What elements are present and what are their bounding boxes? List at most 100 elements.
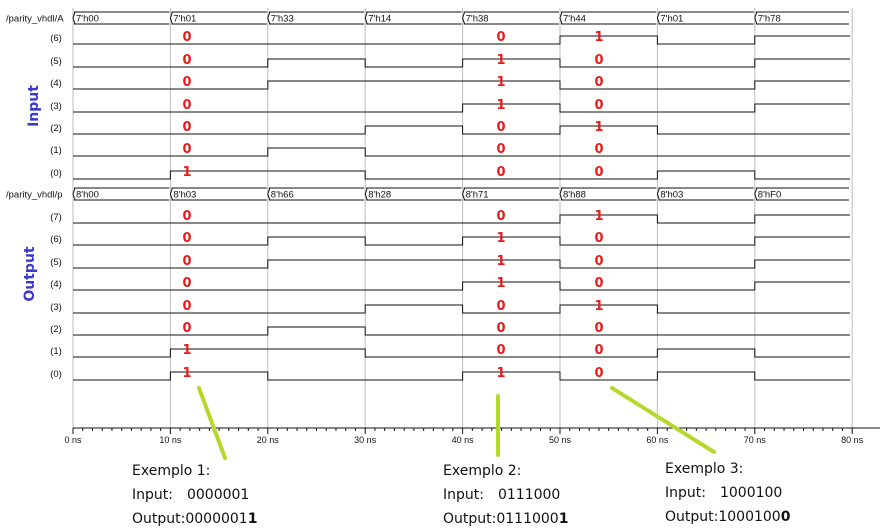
axis-tick-label: 60 ns bbox=[646, 435, 669, 445]
bus-transition bbox=[559, 187, 563, 201]
example-pointers bbox=[197, 386, 716, 460]
output-annotation-digit: 0 bbox=[496, 321, 505, 336]
bus-transition bbox=[72, 11, 76, 25]
input-bit-label: (0) bbox=[50, 168, 62, 179]
bus-transition bbox=[364, 187, 368, 201]
input-annotation-digit: 0 bbox=[182, 53, 191, 68]
input-annotation-digit: 0 bbox=[182, 30, 191, 45]
input-bit-wave bbox=[73, 103, 850, 113]
pointer-example-1 bbox=[197, 386, 227, 460]
output-annotation-digit: 0 bbox=[594, 231, 603, 246]
input-annotation-digit: 1 bbox=[496, 53, 505, 68]
input-bit-wave bbox=[73, 125, 850, 135]
output-annotation-digit: 1 bbox=[496, 231, 505, 246]
output-annotation-digit: 0 bbox=[182, 209, 191, 224]
example-input-line: Input: 0111000 bbox=[443, 483, 568, 507]
bus-value: 8'h88 bbox=[563, 190, 586, 201]
bus-transition bbox=[267, 11, 271, 25]
output-annotation-digit: 0 bbox=[182, 299, 191, 314]
input-annotation-digit: 0 bbox=[594, 53, 603, 68]
input-annotation-digit: 1 bbox=[594, 120, 603, 135]
output-bit-label: (0) bbox=[50, 369, 62, 380]
output-annotation-digit: 0 bbox=[594, 343, 603, 358]
bus-transition bbox=[754, 187, 758, 201]
bus-transition bbox=[559, 11, 563, 25]
output-bit-wave bbox=[73, 348, 850, 358]
example-output-line: Output:01110001 bbox=[443, 507, 568, 531]
output-annotation-digit: 0 bbox=[496, 299, 505, 314]
bus-transition bbox=[169, 187, 173, 201]
output-annotation-digit: 0 bbox=[182, 276, 191, 291]
bus-transition bbox=[169, 11, 173, 25]
output-annotation-digit: 0 bbox=[594, 254, 603, 269]
output-annotation-digit: 1 bbox=[496, 366, 505, 381]
input-bit-wave bbox=[73, 58, 850, 68]
input-annotation-digit: 0 bbox=[182, 142, 191, 157]
bus-value: 7'h78 bbox=[758, 14, 781, 25]
example-output-value: 0111000 bbox=[496, 511, 559, 527]
output-bit-wave bbox=[73, 214, 850, 224]
example-1: Exemplo 1: Input: 0000001 Output:00000011 bbox=[132, 459, 257, 531]
input-annotation-digit: 0 bbox=[594, 75, 603, 90]
axis-tick-label: 40 ns bbox=[452, 435, 475, 445]
axis-tick-label: 20 ns bbox=[257, 435, 280, 445]
bus-transition bbox=[267, 187, 271, 201]
example-parity-bit: 1 bbox=[558, 511, 569, 527]
output-annotation-digit: 0 bbox=[594, 321, 603, 336]
output-bit-label: (2) bbox=[50, 324, 62, 335]
output-bit-label: (7) bbox=[50, 212, 62, 223]
bus-value: 8'h03 bbox=[660, 190, 683, 201]
bus-transition bbox=[754, 11, 758, 25]
bus-value: 7'h38 bbox=[466, 14, 489, 25]
bus-value: 7'h00 bbox=[76, 14, 99, 25]
bus-value: 8'h66 bbox=[271, 190, 294, 201]
bus-value: 7'h01 bbox=[173, 14, 196, 25]
input-annotation-digit: 0 bbox=[496, 165, 505, 180]
input-bit-label: (1) bbox=[50, 145, 62, 156]
example-input-label: Input: bbox=[132, 487, 173, 503]
input-bit-label: (2) bbox=[50, 123, 62, 134]
output-bit-label: (3) bbox=[50, 302, 62, 313]
example-input-label: Input: bbox=[443, 487, 484, 503]
axis-tick-label: 10 ns bbox=[159, 435, 182, 445]
input-section-label: Input bbox=[26, 85, 42, 127]
bus-value: 7'h33 bbox=[271, 14, 294, 25]
output-annotation-digit: 0 bbox=[594, 276, 603, 291]
bus-transition bbox=[656, 11, 660, 25]
bus-name: /parity_vhdl/A bbox=[6, 14, 64, 25]
output-annotation-digit: 1 bbox=[182, 343, 191, 358]
input-annotation-digit: 0 bbox=[496, 30, 505, 45]
axis-tick-label: 70 ns bbox=[744, 435, 767, 445]
output-section-label: Output bbox=[22, 246, 38, 302]
output-bit-wave bbox=[73, 304, 850, 314]
axis-tick-label: 50 ns bbox=[549, 435, 572, 445]
bus-name: /parity_vhdl/p bbox=[6, 190, 63, 201]
output-annotation-digit: 0 bbox=[496, 209, 505, 224]
output-annotation-digit: 0 bbox=[594, 366, 603, 381]
input-annotation-digit: 0 bbox=[182, 75, 191, 90]
input-annotation-digit: 1 bbox=[496, 75, 505, 90]
example-output-label: Output: bbox=[665, 509, 719, 525]
input-bit-wave bbox=[73, 147, 850, 157]
output-annotation-digit: 0 bbox=[182, 231, 191, 246]
axis-tick-label: 30 ns bbox=[354, 435, 377, 445]
example-output-value: 1000100 bbox=[718, 509, 781, 525]
example-output-line: Output:00000011 bbox=[132, 507, 257, 531]
example-input-value: 0000001 bbox=[186, 487, 250, 503]
input-annotation-digit: 0 bbox=[594, 142, 603, 157]
input-bit-label: (3) bbox=[50, 101, 62, 112]
output-annotation-digit: 0 bbox=[182, 254, 191, 269]
example-2: Exemplo 2: Input: 0111000 Output:01110001 bbox=[443, 459, 568, 531]
example-input-value: 0111000 bbox=[497, 487, 561, 503]
input-annotation-digit: 0 bbox=[594, 165, 603, 180]
output-annotation-digit: 1 bbox=[496, 276, 505, 291]
input-annotation-digit: 0 bbox=[594, 98, 603, 113]
bus-value: 8'h71 bbox=[466, 190, 489, 201]
output-annotation-digit: 1 bbox=[594, 209, 603, 224]
output-bit-label: (6) bbox=[50, 234, 62, 245]
output-bit-label: (1) bbox=[50, 346, 62, 357]
example-output-line: Output:10001000 bbox=[665, 505, 790, 529]
output-annotation-digit: 1 bbox=[496, 254, 505, 269]
bus-value: 8'h03 bbox=[173, 190, 196, 201]
